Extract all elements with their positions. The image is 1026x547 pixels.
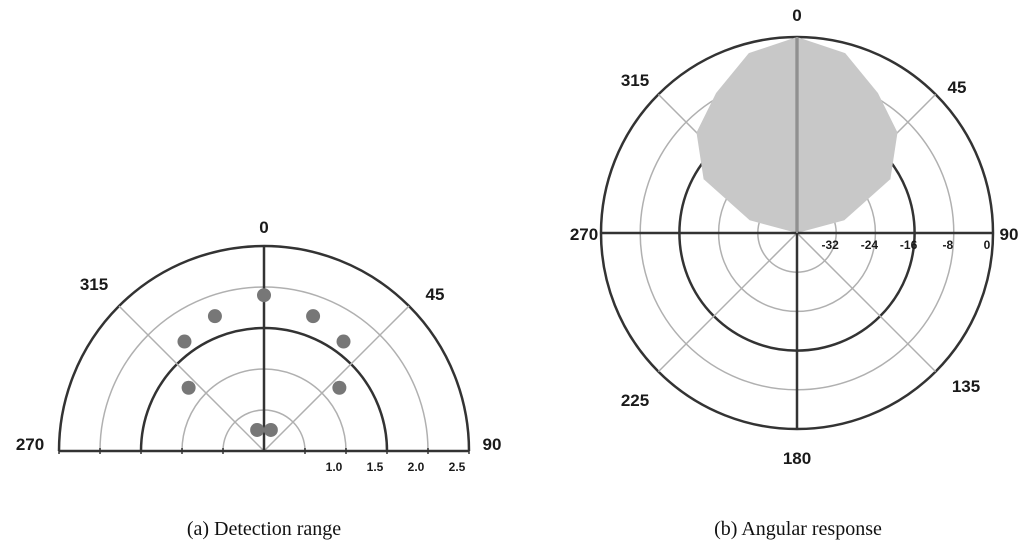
angle-label-270: 270 [16, 435, 44, 454]
radial-tick-label: 2.0 [408, 460, 425, 474]
radial-tick-label: 2.5 [449, 460, 466, 474]
angle-label-0: 0 [259, 218, 268, 237]
angle-label-90: 90 [1000, 225, 1019, 244]
detection-point [263, 422, 278, 437]
detection-point [177, 334, 192, 349]
radial-tick-label: -32 [822, 238, 840, 252]
detection-point [250, 422, 265, 437]
radial-tick-label: 1.5 [367, 460, 384, 474]
angular-response-axes [601, 37, 993, 429]
spoke-line [657, 232, 798, 373]
detection-point [207, 309, 222, 324]
radial-tick-label: 0 [984, 238, 991, 252]
angle-label-135: 135 [952, 377, 980, 396]
angular-response-chart: 0 45 90 135 180 225 270 315 -32 -24 -16 … [570, 6, 1019, 540]
angle-label-315: 315 [621, 71, 649, 90]
angle-label-45: 45 [426, 285, 445, 304]
detection-range-points [177, 288, 351, 437]
detection-point [306, 309, 321, 324]
angle-label-315: 315 [80, 275, 108, 294]
radial-tick-label: -8 [942, 238, 953, 252]
caption-detection-range: (a) Detection range [187, 518, 341, 540]
angle-label-270: 270 [570, 225, 598, 244]
detection-range-grid [57, 244, 471, 454]
radial-tick-label: 1.0 [326, 460, 343, 474]
detection-point [181, 380, 196, 395]
angle-label-0: 0 [792, 6, 801, 25]
angle-label-90: 90 [483, 435, 502, 454]
spoke-line [796, 232, 937, 373]
caption-angular-response: (b) Angular response [714, 518, 882, 540]
spoke-line [118, 305, 265, 452]
angle-label-45: 45 [948, 78, 967, 97]
detection-range-chart: 0 45 90 270 315 1.0 1.5 2.0 2.5 (a) Dete… [16, 218, 502, 540]
spoke-line [263, 305, 410, 452]
radial-tick-label: -24 [861, 238, 879, 252]
angle-label-225: 225 [621, 391, 649, 410]
detection-point [336, 334, 351, 349]
angle-label-180: 180 [783, 449, 811, 468]
detection-point [332, 380, 347, 395]
detection-point [257, 288, 271, 303]
radial-tick-label: -16 [900, 238, 918, 252]
